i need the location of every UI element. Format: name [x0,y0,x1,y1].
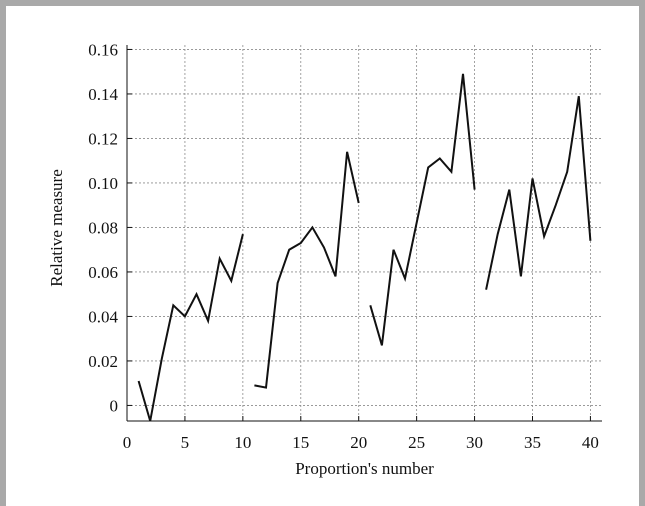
y-tick-label: 0.08 [88,218,118,237]
axes [126,45,602,422]
y-tick-label: 0.14 [88,85,118,104]
y-tick-label: 0.12 [88,129,118,148]
x-tick-label: 40 [582,433,599,452]
x-tick-label: 10 [234,433,251,452]
series-line-1 [137,233,244,422]
y-tick-label: 0 [110,396,119,415]
x-tick-label: 20 [350,433,367,452]
y-tick-label: 0.16 [88,40,118,59]
tick-labels: 0 5 10 15 20 25 30 35 40 0 0.02 0.04 0.06 0.08 0.10 0.1… [88,40,599,452]
y-axis-title: Relative measure [47,169,66,287]
x-tick-label: 15 [292,433,309,452]
x-tick-label: 30 [466,433,483,452]
series-line-2 [254,151,360,389]
series-line-3 [369,73,476,346]
series-line-4 [485,96,592,290]
y-tick-label: 0.06 [88,263,118,282]
x-axis-title: Proportion's number [295,459,434,478]
x-tick-label: 5 [181,433,190,452]
series-lines [137,73,592,422]
y-tick-label: 0.10 [88,174,118,193]
x-tick-label: 25 [408,433,425,452]
grid-lines [127,45,602,421]
x-tick-label: 0 [123,433,132,452]
x-tick-label: 35 [524,433,541,452]
y-tick-label: 0.04 [88,307,118,326]
y-tick-label: 0.02 [88,352,118,371]
